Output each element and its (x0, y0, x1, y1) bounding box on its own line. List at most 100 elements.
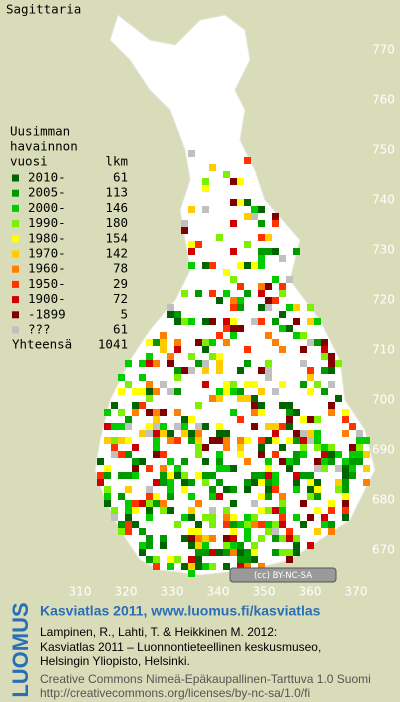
record-square (153, 423, 160, 430)
record-square (209, 318, 216, 325)
record-square (153, 388, 160, 395)
record-square (244, 535, 251, 542)
record-square (237, 451, 244, 458)
record-square (258, 304, 265, 311)
record-square (188, 493, 195, 500)
record-square (342, 507, 349, 514)
record-square (125, 381, 132, 388)
record-square (146, 353, 153, 360)
record-square (286, 528, 293, 535)
record-square (195, 339, 202, 346)
legend-label: 1960- (28, 261, 66, 276)
record-square (279, 521, 286, 528)
record-square (216, 388, 223, 395)
record-square (209, 395, 216, 402)
badge-text: (cc) BY-NC-SA (254, 571, 312, 581)
record-square (237, 283, 244, 290)
record-square (349, 465, 356, 472)
record-square (258, 206, 265, 213)
record-square (265, 493, 272, 500)
record-square (181, 514, 188, 521)
record-square (300, 381, 307, 388)
record-square (139, 388, 146, 395)
record-square (356, 437, 363, 444)
record-square (209, 339, 216, 346)
legend-swatch (12, 280, 19, 288)
legend-count: 61 (113, 322, 128, 337)
y-axis-label: 770 (372, 43, 395, 57)
record-square (237, 325, 244, 332)
record-square (216, 430, 223, 437)
record-square (265, 374, 272, 381)
record-square (328, 360, 335, 367)
record-square (265, 332, 272, 339)
record-square (146, 493, 153, 500)
record-square (188, 563, 195, 570)
record-square (244, 479, 251, 486)
record-square (132, 388, 139, 395)
record-square (118, 437, 125, 444)
record-square (202, 339, 209, 346)
record-square (209, 472, 216, 479)
record-square (300, 416, 307, 423)
record-square (265, 479, 272, 486)
record-square (202, 367, 209, 374)
record-square (293, 549, 300, 556)
record-square (279, 549, 286, 556)
record-square (230, 325, 237, 332)
record-square (293, 332, 300, 339)
record-square (272, 549, 279, 556)
record-square (188, 479, 195, 486)
record-square (181, 227, 188, 234)
record-square (202, 206, 209, 213)
record-square (230, 178, 237, 185)
record-square (167, 493, 174, 500)
record-square (293, 486, 300, 493)
record-square (342, 514, 349, 521)
record-square (321, 353, 328, 360)
record-square (139, 458, 146, 465)
record-square (216, 353, 223, 360)
legend-label: 1970- (28, 246, 66, 261)
record-square (314, 528, 321, 535)
record-square (153, 451, 160, 458)
y-axis-label: 750 (372, 143, 395, 157)
record-square (104, 409, 111, 416)
record-square (174, 311, 181, 318)
record-square (181, 430, 188, 437)
record-square (279, 514, 286, 521)
record-square (139, 528, 146, 535)
record-square (195, 542, 202, 549)
record-square (286, 276, 293, 283)
record-square (272, 486, 279, 493)
record-square (314, 458, 321, 465)
record-square (307, 472, 314, 479)
record-square (286, 416, 293, 423)
record-square (286, 556, 293, 563)
record-square (111, 437, 118, 444)
record-square (223, 388, 230, 395)
record-square (286, 423, 293, 430)
legend-count: 146 (105, 200, 128, 215)
record-square (223, 171, 230, 178)
record-square (307, 374, 314, 381)
record-square (251, 556, 258, 563)
record-square (209, 493, 216, 500)
record-square (146, 465, 153, 472)
record-square (111, 402, 118, 409)
record-square (188, 416, 195, 423)
record-square (286, 437, 293, 444)
record-square (279, 402, 286, 409)
record-square (223, 563, 230, 570)
record-square (328, 402, 335, 409)
record-square (328, 458, 335, 465)
record-square (244, 346, 251, 353)
record-square (237, 199, 244, 206)
record-square (111, 507, 118, 514)
record-square (293, 248, 300, 255)
record-square (293, 458, 300, 465)
record-square (342, 500, 349, 507)
record-square (125, 500, 132, 507)
record-square (195, 360, 202, 367)
record-square (293, 451, 300, 458)
